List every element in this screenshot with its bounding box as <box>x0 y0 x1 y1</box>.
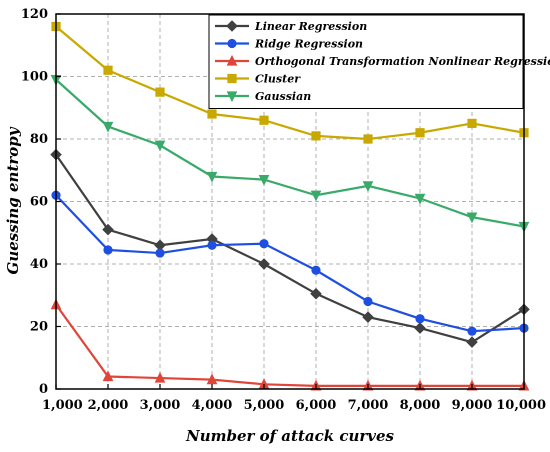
x-tick-label: 10,000 <box>496 398 546 413</box>
data-point <box>466 336 478 348</box>
data-point <box>103 65 113 75</box>
y-axis-title: Guessing entropy <box>4 126 22 274</box>
series-line <box>55 303 524 387</box>
data-point <box>362 311 374 323</box>
x-tick-label: 3,000 <box>140 398 181 413</box>
data-point <box>258 258 270 270</box>
data-point <box>155 87 165 97</box>
series-2 <box>51 190 529 336</box>
data-point <box>206 171 218 183</box>
data-point <box>467 326 477 336</box>
data-point <box>258 175 270 186</box>
data-point <box>102 370 114 382</box>
legend-marker <box>226 20 238 32</box>
series-5 <box>50 75 530 233</box>
data-point <box>154 371 166 383</box>
legend-item: Linear Regression <box>215 20 367 33</box>
legend-marker <box>227 38 237 49</box>
legend-label: Gaussian <box>255 90 311 103</box>
y-tick-label: 120 <box>21 7 48 22</box>
x-axis-title: Number of attack curves <box>185 427 395 445</box>
y-tick-label: 40 <box>30 257 48 272</box>
legend-item: Ridge Regression <box>215 38 363 51</box>
data-point <box>466 212 478 224</box>
x-tick-label: 7,000 <box>348 398 389 413</box>
data-point <box>259 239 269 249</box>
data-point <box>206 373 218 385</box>
data-point <box>259 115 269 125</box>
data-point <box>102 223 114 236</box>
x-tick-label: 2,000 <box>88 398 129 413</box>
legend-label: Linear Regression <box>254 20 367 33</box>
data-point <box>310 190 322 202</box>
x-tick-label: 4,000 <box>192 398 233 413</box>
series-line <box>55 25 525 141</box>
data-point <box>467 118 477 128</box>
data-point <box>154 140 166 152</box>
data-point <box>311 265 321 275</box>
data-point <box>362 181 374 192</box>
series-1 <box>50 148 530 348</box>
data-point <box>414 193 426 205</box>
x-tick-label: 6,000 <box>296 398 337 413</box>
series-line <box>55 153 525 344</box>
legend-box <box>208 14 524 109</box>
series-line <box>55 194 525 333</box>
series-line <box>55 78 525 228</box>
legend-marker <box>226 91 238 103</box>
y-tick-label: 80 <box>30 132 48 147</box>
legend-label: Cluster <box>255 73 301 86</box>
data-point <box>414 322 426 334</box>
y-tick-label: 0 <box>39 382 48 397</box>
series-layer <box>50 21 530 391</box>
data-point <box>207 109 217 119</box>
legend-item: Gaussian <box>215 90 311 103</box>
legend: Linear Regression Ridge Regression Orthogo… <box>208 14 550 109</box>
data-point <box>155 248 165 258</box>
data-point <box>363 296 373 307</box>
legend-marker <box>226 54 238 66</box>
data-point <box>102 121 114 133</box>
x-tick-label: 9,000 <box>452 398 493 413</box>
legend-item: Orthogonal Transformation Nonlinear Regr… <box>215 54 550 68</box>
legend-marker <box>227 73 237 84</box>
axes: 0 20 40 60 80 100 120 1,000 2,000 3,000 4,000 5,000… <box>21 7 546 413</box>
legend-item: Cluster <box>215 73 301 86</box>
data-point <box>311 131 321 141</box>
x-tick-label: 1,000 <box>42 398 83 413</box>
data-point <box>415 128 425 138</box>
legend-label: Ridge Regression <box>254 38 363 51</box>
y-tick-label: 100 <box>21 70 48 85</box>
data-point <box>415 314 425 324</box>
data-point <box>363 134 373 144</box>
data-point <box>207 240 217 250</box>
x-tick-label: 8,000 <box>400 398 441 413</box>
y-tick-label: 60 <box>30 195 48 210</box>
x-tick-label: 5,000 <box>244 398 285 413</box>
legend-label: Orthogonal Transformation Nonlinear Regr… <box>255 55 550 68</box>
data-point <box>103 245 113 255</box>
data-point <box>310 287 322 300</box>
series-3 <box>50 298 530 391</box>
y-tick-label: 20 <box>30 320 48 335</box>
